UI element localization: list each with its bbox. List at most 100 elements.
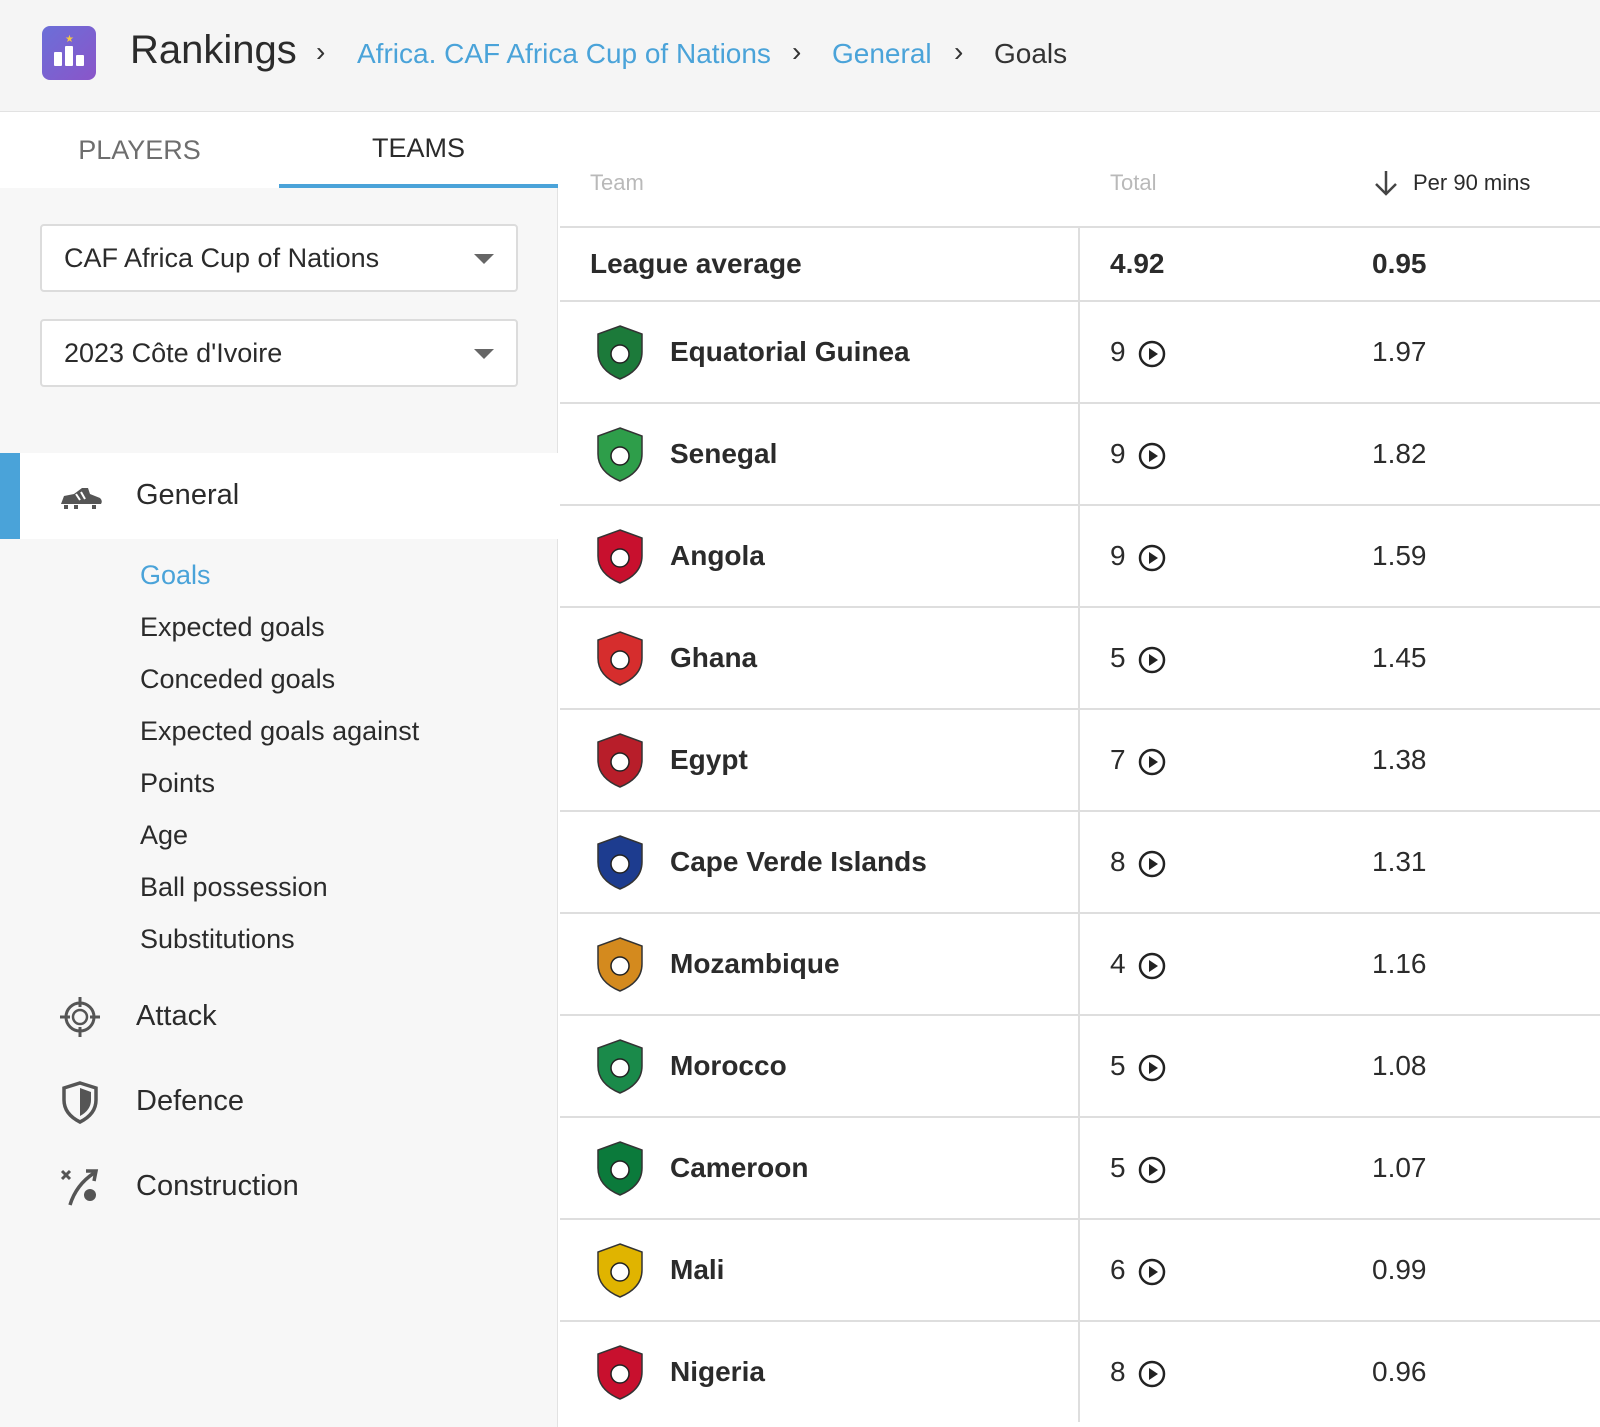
column-header-team[interactable]: Team xyxy=(590,170,644,195)
play-circle-icon[interactable] xyxy=(1138,748,1166,776)
table-row[interactable]: Nigeria 8 0.96 xyxy=(560,1320,1600,1422)
team-name[interactable]: Senegal xyxy=(670,438,778,469)
nigeria-crest-icon xyxy=(597,1345,643,1400)
total-value: 5 xyxy=(1110,1152,1126,1183)
table-row[interactable]: Morocco 5 1.08 xyxy=(560,1014,1600,1116)
per90-value: 1.82 xyxy=(1372,438,1427,469)
category-general[interactable]: General xyxy=(0,453,558,539)
table-row[interactable]: Cameroon 5 1.07 xyxy=(560,1116,1600,1218)
season-select-value: 2023 Côte d'Ivoire xyxy=(64,338,283,368)
per90-value: 1.97 xyxy=(1372,336,1427,367)
ghana-crest-icon xyxy=(597,631,643,686)
menu-item-ball-possession[interactable]: Ball possession xyxy=(140,872,328,902)
tab-players[interactable]: PLAYERS xyxy=(78,135,201,165)
team-name[interactable]: Nigeria xyxy=(670,1356,765,1387)
play-circle-icon[interactable] xyxy=(1138,646,1166,674)
team-name[interactable]: Mali xyxy=(670,1254,725,1285)
team-name[interactable]: Angola xyxy=(670,540,765,571)
total-value: 8 xyxy=(1110,1356,1126,1387)
per90-value: 0.99 xyxy=(1372,1254,1427,1285)
column-header-per90[interactable]: Per 90 mins xyxy=(1413,170,1531,195)
crosshair-icon xyxy=(60,997,100,1037)
total-value: 4 xyxy=(1110,948,1126,979)
per90-value: 1.59 xyxy=(1372,540,1427,571)
breadcrumb-competition[interactable]: Africa. CAF Africa Cup of Nations xyxy=(357,38,771,69)
total-value: 5 xyxy=(1110,642,1126,673)
senegal-crest-icon xyxy=(597,427,643,482)
competition-select[interactable]: CAF Africa Cup of Nations xyxy=(40,224,518,292)
league-average-total: 4.92 xyxy=(1110,248,1165,279)
boot-icon xyxy=(61,488,102,509)
table-row[interactable]: Mali 6 0.99 xyxy=(560,1218,1600,1320)
equatorial-guinea-crest-icon xyxy=(597,325,643,380)
table-row[interactable]: Senegal 9 1.82 xyxy=(560,402,1600,504)
category-attack[interactable]: Attack xyxy=(0,974,558,1060)
table-row[interactable]: Cape Verde Islands 8 1.31 xyxy=(560,810,1600,912)
total-value: 6 xyxy=(1110,1254,1126,1285)
breadcrumb-chevron-icon: › xyxy=(316,36,326,67)
cape-verde-crest-icon xyxy=(597,835,643,890)
league-average-per90: 0.95 xyxy=(1372,248,1427,279)
play-circle-icon[interactable] xyxy=(1138,952,1166,980)
per90-value: 1.08 xyxy=(1372,1050,1427,1081)
play-circle-icon[interactable] xyxy=(1138,442,1166,470)
egypt-crest-icon xyxy=(597,733,643,788)
total-value: 9 xyxy=(1110,540,1126,571)
team-name[interactable]: Egypt xyxy=(670,744,748,775)
top-bar: ★ Rankings › Africa. CAF Africa Cup of N… xyxy=(0,0,1600,112)
table-row[interactable]: Mozambique 4 1.16 xyxy=(560,912,1600,1014)
table-row[interactable]: Egypt 7 1.38 xyxy=(560,708,1600,810)
competition-select-value: CAF Africa Cup of Nations xyxy=(64,243,380,273)
category-defence[interactable]: Defence xyxy=(0,1059,558,1145)
play-circle-icon[interactable] xyxy=(1138,1258,1166,1286)
menu-item-substitutions[interactable]: Substitutions xyxy=(140,924,295,954)
per90-value: 1.45 xyxy=(1372,642,1427,673)
menu-item-expected-goals-against[interactable]: Expected goals against xyxy=(140,716,420,746)
team-name[interactable]: Cameroon xyxy=(670,1152,809,1183)
per90-value: 1.31 xyxy=(1372,846,1427,877)
rankings-app-icon[interactable]: ★ xyxy=(42,26,96,80)
league-average-row: League average 4.92 0.95 xyxy=(560,226,1600,302)
total-value: 7 xyxy=(1110,744,1126,775)
category-label: Attack xyxy=(136,1000,217,1032)
team-name[interactable]: Mozambique xyxy=(670,948,840,979)
table-row[interactable]: Equatorial Guinea 9 1.97 xyxy=(560,300,1600,402)
per90-value: 1.07 xyxy=(1372,1152,1427,1183)
category-construction[interactable]: Construction xyxy=(0,1144,558,1230)
per90-value: 1.38 xyxy=(1372,744,1427,775)
page-title: Rankings xyxy=(130,28,297,72)
play-circle-icon[interactable] xyxy=(1138,544,1166,572)
menu-item-conceded-goals[interactable]: Conceded goals xyxy=(140,664,336,694)
total-value: 8 xyxy=(1110,846,1126,877)
breadcrumb-category[interactable]: General xyxy=(832,38,932,69)
play-circle-icon[interactable] xyxy=(1138,1360,1166,1388)
column-header-total[interactable]: Total xyxy=(1110,170,1157,195)
breadcrumb-current: Goals xyxy=(994,38,1068,69)
menu-item-expected-goals[interactable]: Expected goals xyxy=(140,612,325,642)
menu-item-age[interactable]: Age xyxy=(140,820,189,850)
morocco-crest-icon xyxy=(597,1039,643,1094)
table-row[interactable]: Ghana 5 1.45 xyxy=(560,606,1600,708)
mozambique-crest-icon xyxy=(597,937,643,992)
team-name[interactable]: Ghana xyxy=(670,642,758,673)
shield-icon xyxy=(62,1081,98,1124)
play-circle-icon[interactable] xyxy=(1138,1054,1166,1082)
play-circle-icon[interactable] xyxy=(1138,340,1166,368)
category-label: Defence xyxy=(136,1085,245,1117)
menu-item-points[interactable]: Points xyxy=(140,768,216,798)
arrow-down-icon[interactable] xyxy=(1373,168,1399,198)
season-select[interactable]: 2023 Côte d'Ivoire xyxy=(40,319,518,387)
category-label: Construction xyxy=(136,1170,299,1202)
menu-item-goals[interactable]: Goals xyxy=(140,560,211,590)
category-label: General xyxy=(136,479,240,511)
team-name[interactable]: Cape Verde Islands xyxy=(670,846,927,877)
table-row[interactable]: Angola 9 1.59 xyxy=(560,504,1600,606)
play-circle-icon[interactable] xyxy=(1138,1156,1166,1184)
per90-value: 1.16 xyxy=(1372,948,1427,979)
breadcrumb-chevron-icon: › xyxy=(954,36,964,67)
team-name[interactable]: Equatorial Guinea xyxy=(670,336,910,367)
tab-teams[interactable]: TEAMS xyxy=(279,112,558,188)
play-circle-icon[interactable] xyxy=(1138,850,1166,878)
total-value: 5 xyxy=(1110,1050,1126,1081)
team-name[interactable]: Morocco xyxy=(670,1050,787,1081)
